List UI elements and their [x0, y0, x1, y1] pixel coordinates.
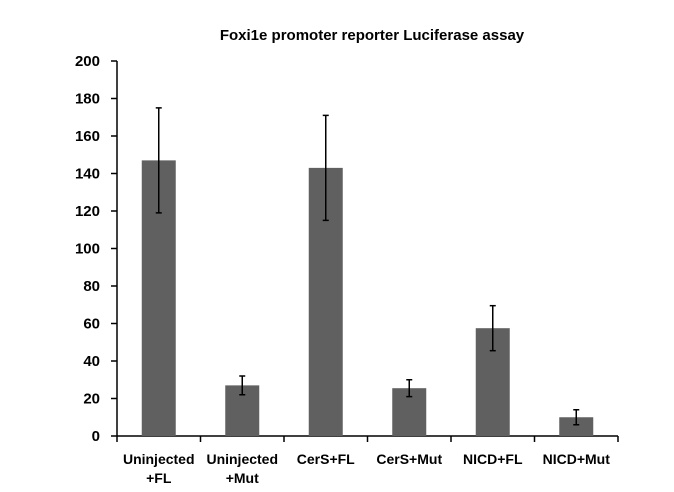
category-label: Uninjected [123, 451, 195, 467]
y-tick-label: 180 [75, 91, 100, 108]
category-labels: Uninjected +FL Uninjected +Mut CerS+FL CerS+M… [123, 451, 610, 486]
category-label: CerS+FL [297, 451, 355, 467]
category-label: CerS+Mut [376, 451, 442, 467]
y-axis: 0 20 40 60 80 100 120 140 160 180 200 [75, 53, 118, 445]
y-tick-label: 120 [75, 203, 100, 220]
y-tick-label: 60 [83, 316, 100, 333]
category-label: +Mut [226, 470, 259, 486]
chart-title: Foxi1e promoter reporter Luciferase assa… [220, 27, 525, 44]
y-tick-label: 0 [92, 428, 100, 445]
bar [559, 417, 594, 436]
y-tick-label: 80 [83, 278, 100, 295]
y-tick-label: 20 [83, 391, 100, 408]
category-label: +FL [146, 470, 172, 486]
category-label: NICD+Mut [543, 451, 611, 467]
y-tick-label: 160 [75, 128, 100, 145]
y-tick-label: 40 [83, 353, 100, 370]
y-tick-label: 140 [75, 166, 100, 183]
y-tick-label: 100 [75, 241, 100, 258]
error-bars-group [155, 107, 580, 426]
category-label: Uninjected [206, 451, 278, 467]
bars-group [141, 160, 594, 436]
category-label: NICD+FL [463, 451, 523, 467]
y-tick-label: 200 [75, 53, 100, 70]
x-axis [116, 435, 619, 442]
